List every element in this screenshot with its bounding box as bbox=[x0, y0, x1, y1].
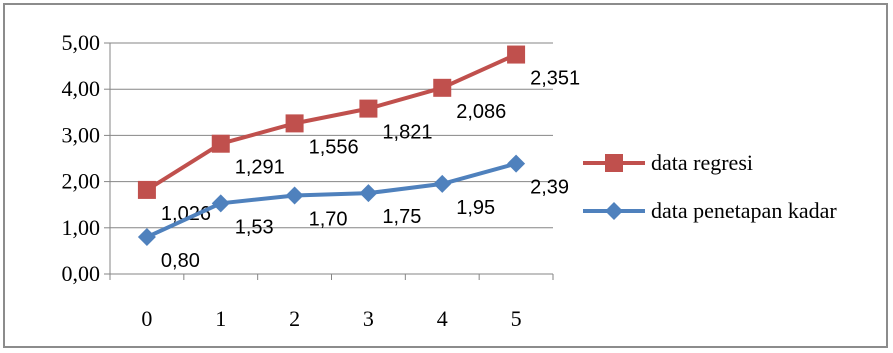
x-tick-label: 2 bbox=[289, 306, 300, 331]
y-tick-label: 0,00 bbox=[62, 261, 101, 286]
series-line-1 bbox=[145, 52, 517, 192]
data-label: 0,80 bbox=[161, 250, 200, 272]
data-label: 1,026 bbox=[161, 203, 211, 225]
legend-label: data penetapan kadar bbox=[651, 198, 837, 223]
y-tick-label: 1,00 bbox=[62, 215, 101, 240]
x-tick-label: 1 bbox=[215, 306, 226, 331]
series-line-2 bbox=[146, 161, 517, 239]
data-label: 1,556 bbox=[309, 136, 359, 158]
data-point bbox=[359, 184, 378, 203]
data-label: 1,821 bbox=[382, 122, 432, 144]
data-point bbox=[433, 174, 452, 193]
chart-frame bbox=[3, 3, 888, 348]
x-tick-label: 5 bbox=[511, 306, 522, 331]
legend-marker bbox=[605, 202, 623, 220]
data-label: 1,291 bbox=[235, 157, 285, 179]
y-tick-label: 2,00 bbox=[62, 169, 101, 194]
data-label: 2,086 bbox=[456, 101, 506, 123]
data-label: 1,75 bbox=[382, 206, 421, 228]
data-point bbox=[359, 99, 378, 118]
data-point bbox=[285, 186, 304, 205]
data-point bbox=[433, 78, 452, 97]
data-label: 1,53 bbox=[235, 216, 274, 238]
legend-marker bbox=[605, 154, 623, 172]
y-tick-label: 3,00 bbox=[62, 122, 101, 147]
x-tick-label: 0 bbox=[141, 306, 152, 331]
y-tick-label: 4,00 bbox=[62, 76, 101, 101]
data-point bbox=[211, 134, 230, 153]
data-point bbox=[285, 114, 304, 133]
data-label: 2,39 bbox=[530, 177, 569, 199]
data-label: 1,95 bbox=[456, 197, 495, 219]
x-tick-label: 4 bbox=[437, 306, 448, 331]
data-label: 1,70 bbox=[309, 208, 348, 230]
data-point bbox=[137, 180, 156, 199]
data-point bbox=[507, 45, 526, 64]
data-point bbox=[211, 194, 230, 213]
x-tick-label: 3 bbox=[363, 306, 374, 331]
data-point bbox=[137, 228, 156, 247]
data-label: 2,351 bbox=[530, 68, 580, 90]
data-point bbox=[507, 154, 526, 173]
legend-label: data regresi bbox=[651, 150, 753, 175]
y-tick-label: 5,00 bbox=[62, 30, 101, 55]
